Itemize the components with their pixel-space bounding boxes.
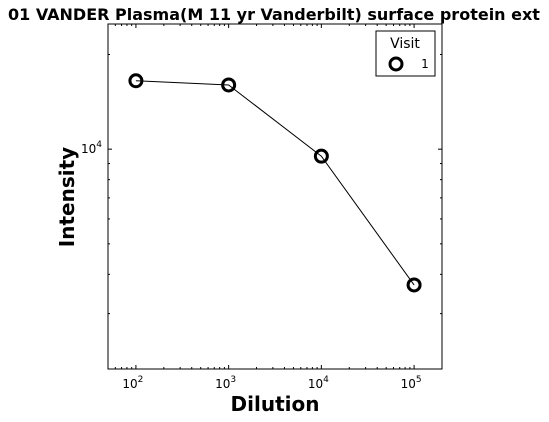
- legend: Visit 1: [375, 30, 436, 77]
- data-point: [128, 73, 144, 89]
- y-tick-label: 104: [81, 140, 102, 156]
- axis-ticks: 102 103 104 105 104: [81, 24, 442, 391]
- data-point: [221, 77, 237, 93]
- legend-box: [375, 30, 436, 77]
- data-point: [313, 148, 329, 164]
- chart-title: 01 VANDER Plasma(M 11 yr Vanderbilt) sur…: [8, 5, 540, 24]
- x-tick-label: 104: [308, 375, 329, 391]
- data-marks: [128, 73, 422, 293]
- legend-title: Visit: [390, 36, 420, 52]
- y-axis-label: Intensity: [55, 147, 79, 247]
- data-point: [406, 277, 422, 293]
- x-tick-label: 103: [215, 375, 236, 391]
- plot-area: [107, 23, 443, 370]
- legend-series-label: 1: [421, 57, 429, 71]
- x-tick-label: 102: [122, 375, 143, 391]
- legend-marker: [388, 56, 404, 72]
- x-tick-label: 105: [401, 375, 422, 391]
- series-line: [135, 80, 415, 286]
- x-axis-label: Dilution: [231, 392, 320, 416]
